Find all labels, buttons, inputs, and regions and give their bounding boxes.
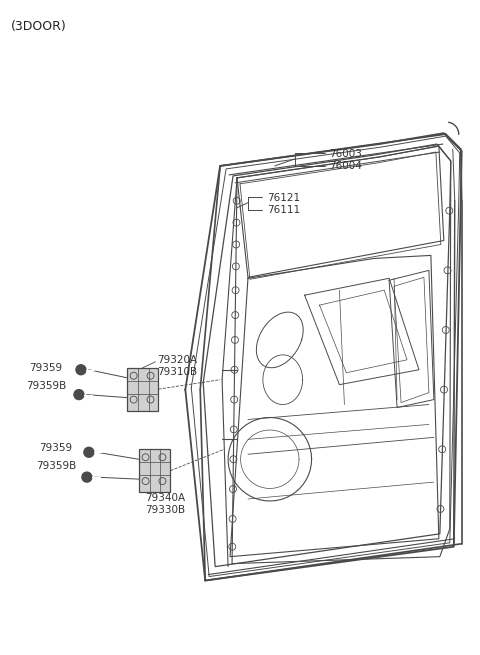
Text: 76121: 76121 <box>267 193 300 203</box>
Text: 79359B: 79359B <box>26 381 67 390</box>
Text: (3DOOR): (3DOOR) <box>12 20 67 33</box>
Circle shape <box>84 447 94 457</box>
Text: 79359: 79359 <box>29 363 62 373</box>
Text: 79330B: 79330B <box>145 505 186 515</box>
Text: 79320A: 79320A <box>157 355 198 365</box>
Text: 79310B: 79310B <box>157 367 198 377</box>
Bar <box>139 449 170 492</box>
Bar <box>127 367 158 411</box>
Text: 76003: 76003 <box>329 149 362 159</box>
Text: 79340A: 79340A <box>145 493 186 503</box>
Circle shape <box>74 390 84 400</box>
Text: 76111: 76111 <box>267 205 300 215</box>
Text: 79359: 79359 <box>39 443 72 453</box>
Text: 76004: 76004 <box>329 161 362 171</box>
Circle shape <box>82 472 92 482</box>
Circle shape <box>76 365 86 375</box>
Text: 79359B: 79359B <box>36 461 76 471</box>
